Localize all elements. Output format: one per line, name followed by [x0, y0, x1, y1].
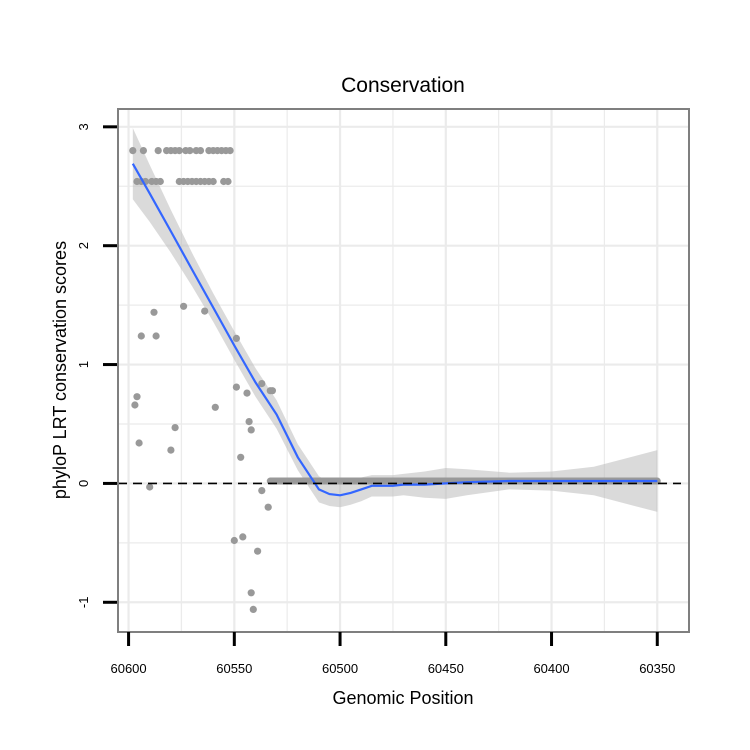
data-point: [224, 177, 232, 186]
data-point: [146, 483, 154, 491]
data-point: [211, 403, 219, 411]
data-point: [254, 547, 262, 555]
data-point: [186, 147, 194, 155]
panel-frame: [117, 108, 690, 633]
data-point: [196, 147, 205, 155]
data-point: [232, 334, 240, 342]
x-tick-label: 60350: [639, 661, 675, 676]
x-tick-label: 60600: [110, 661, 146, 676]
data-point: [175, 147, 183, 155]
x-tick-label: 60400: [533, 661, 569, 676]
data-point: [201, 307, 209, 315]
x-tick-label: 60500: [322, 661, 358, 676]
chart-title: Conservation: [341, 74, 465, 97]
data-point: [232, 383, 240, 391]
data-points-layer: [129, 147, 661, 614]
data-point: [139, 147, 147, 155]
data-point: [230, 536, 238, 545]
data-point: [131, 401, 139, 409]
y-axis-title: phyloP LRT conservation scores: [50, 241, 70, 499]
panel-border: [117, 108, 690, 633]
x-tick-label: 60450: [428, 661, 464, 676]
y-tick-label: 2: [76, 242, 91, 249]
confidence-ribbon: [132, 128, 658, 512]
data-point: [133, 393, 141, 401]
data-point: [264, 503, 272, 511]
data-point: [249, 605, 257, 614]
panel-grid: [118, 109, 689, 632]
x-axis-title: Genomic Position: [332, 688, 473, 708]
y-tick-label: 1: [76, 361, 91, 368]
loess-fit-line: [131, 163, 658, 497]
data-point: [245, 418, 253, 426]
data-point: [237, 453, 245, 461]
data-point: [243, 389, 251, 397]
data-point: [247, 426, 255, 434]
data-point: [150, 308, 158, 316]
data-point: [137, 332, 145, 340]
data-point: [226, 147, 234, 155]
axes: 60600 60550 60500 60450 60400 60350 -1 0 1 2 3: [76, 123, 675, 676]
x-tick-label: 60550: [216, 661, 252, 676]
panel-background: [118, 109, 689, 632]
data-point: [171, 424, 179, 432]
data-point: [156, 177, 164, 186]
data-point: [258, 380, 266, 388]
y-tick-label: 0: [76, 480, 91, 487]
data-point: [135, 439, 143, 447]
data-point: [268, 387, 276, 395]
smooth-line-layer: [131, 163, 658, 497]
data-point: [209, 177, 217, 186]
y-tick-label: 3: [76, 123, 91, 130]
data-point: [154, 147, 162, 155]
data-point: [167, 446, 175, 454]
data-point: [180, 302, 188, 310]
data-point: [152, 332, 160, 340]
confidence-ribbon-layer: [132, 128, 658, 512]
y-tick-label: -1: [76, 597, 91, 609]
data-point: [239, 533, 247, 541]
data-point: [247, 589, 255, 597]
data-point: [129, 147, 137, 155]
data-point: [258, 487, 266, 495]
